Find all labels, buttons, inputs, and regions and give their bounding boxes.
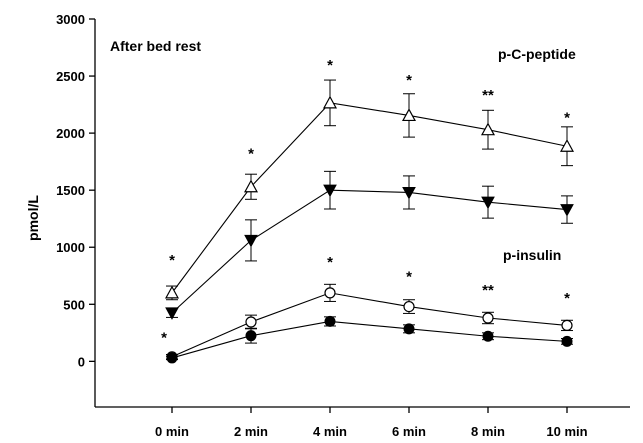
significance-marker: *: [161, 329, 167, 346]
data-point: [324, 287, 336, 299]
data-point: [561, 335, 573, 347]
significance-marker: *: [406, 72, 412, 89]
significance-marker: **: [482, 282, 494, 299]
data-point: [480, 122, 496, 136]
y-tick-label: 3000: [56, 12, 85, 27]
axes: 0 500 1000 1500 2000 2500 3000 0 min 2 min 4 min 6…: [56, 12, 630, 439]
data-point: [164, 285, 180, 299]
data-point: [403, 300, 415, 313]
y-tick-label: 1000: [56, 240, 85, 255]
x-tick-label: 10 min: [546, 424, 587, 439]
series-0: [164, 79, 575, 301]
x-tick-label: 6 min: [392, 424, 426, 439]
series-line: [171, 102, 568, 294]
series-line: [171, 320, 568, 359]
significance-markers: ************ *: [161, 57, 570, 346]
y-tick-label: 1500: [56, 183, 85, 198]
series-line: [171, 292, 568, 358]
y-tick-label: 0: [78, 354, 85, 369]
significance-marker: *: [327, 254, 333, 271]
series-layer: ************ *: [161, 57, 575, 364]
data-point: [243, 179, 259, 193]
data-point: [482, 312, 494, 324]
significance-marker: *: [248, 146, 254, 163]
y-axis-label: pmol/L: [25, 195, 41, 241]
data-point: [165, 307, 179, 320]
series-label-c-peptide: p-C-peptide: [498, 46, 576, 62]
y-tick-label: 500: [63, 297, 85, 312]
data-point: [166, 352, 178, 364]
series-line: [171, 189, 568, 314]
significance-marker: *: [564, 110, 570, 127]
data-point: [324, 315, 336, 327]
chart-annotation: After bed rest: [110, 38, 201, 54]
x-tick-label: 2 min: [234, 424, 268, 439]
x-tick-label: 0 min: [155, 424, 189, 439]
data-point: [561, 319, 573, 332]
data-point: [245, 316, 257, 328]
y-tick-label: 2000: [56, 126, 85, 141]
significance-marker: *: [564, 290, 570, 307]
data-point: [244, 234, 258, 248]
significance-marker: *: [327, 57, 333, 74]
series-2: [166, 283, 573, 363]
data-point: [402, 186, 416, 200]
data-point: [560, 204, 574, 217]
series-1: [165, 170, 574, 320]
data-point: [245, 330, 257, 342]
data-point: [322, 95, 338, 109]
data-point: [323, 184, 337, 198]
data-point: [482, 330, 494, 342]
y-tick-label: 2500: [56, 69, 85, 84]
significance-marker: **: [482, 87, 494, 104]
significance-marker: *: [406, 268, 412, 285]
significance-marker: *: [169, 252, 175, 269]
data-point: [559, 138, 575, 152]
series-3: [166, 315, 573, 364]
data-point: [403, 323, 415, 335]
x-tick-label: 4 min: [313, 424, 347, 439]
data-point: [401, 108, 417, 122]
annotation-layer: After bed rest p-C-peptide p-insulin pmo…: [25, 38, 576, 263]
x-tick-label: 8 min: [471, 424, 505, 439]
data-point: [481, 196, 495, 210]
series-label-insulin: p-insulin: [503, 247, 561, 263]
